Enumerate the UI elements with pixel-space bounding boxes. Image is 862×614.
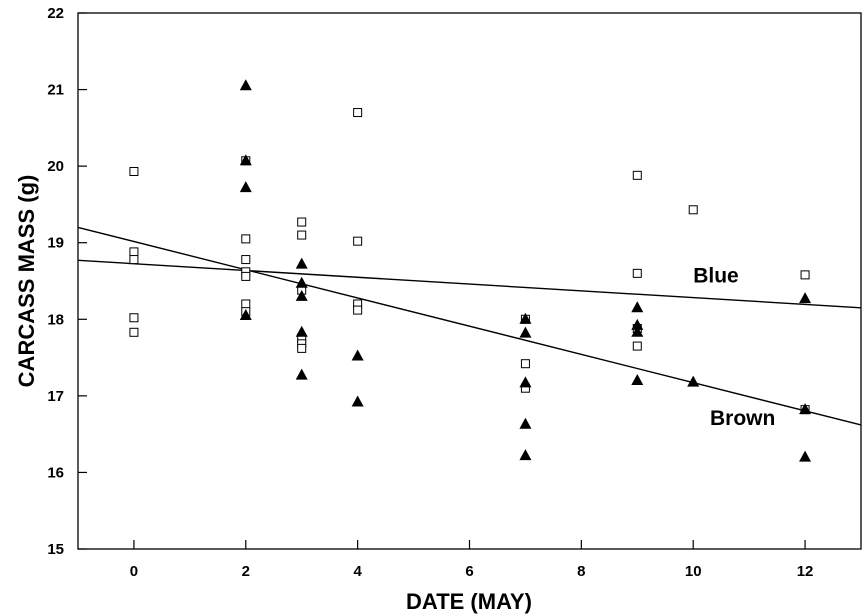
point-blue-square — [353, 305, 363, 315]
x-tick-label: 6 — [465, 563, 473, 580]
point-brown-triangle — [351, 395, 364, 407]
point-brown-triangle — [631, 325, 644, 337]
x-tick-label: 8 — [577, 563, 585, 580]
plot-area-frame — [77, 12, 862, 550]
point-brown-triangle — [295, 325, 308, 337]
y-tick-label: 17 — [47, 388, 64, 405]
point-brown-triangle — [799, 450, 812, 462]
point-blue-square — [632, 170, 642, 180]
line-labels: Blue Brown — [693, 265, 775, 430]
point-brown-triangle — [519, 326, 532, 338]
y-axis-title: CARCASS MASS (g) — [14, 175, 39, 388]
data-points — [129, 79, 812, 462]
x-tick-label: 12 — [797, 563, 814, 580]
x-tick-label: 2 — [242, 563, 250, 580]
point-blue-square — [241, 271, 251, 281]
y-tick-label: 16 — [47, 464, 64, 481]
point-blue-square — [297, 230, 307, 240]
x-tick-label: 10 — [685, 563, 702, 580]
point-brown-triangle — [519, 376, 532, 388]
line-label-blue: Blue — [693, 265, 739, 288]
point-blue-square — [297, 343, 307, 353]
point-brown-triangle — [631, 374, 644, 386]
point-brown-triangle — [799, 292, 812, 304]
point-blue-square — [129, 247, 139, 257]
regression-line-blue — [77, 259, 862, 309]
point-brown-triangle — [295, 368, 308, 380]
point-brown-triangle — [519, 417, 532, 429]
point-blue-square — [632, 341, 642, 351]
point-brown-triangle — [239, 308, 252, 320]
point-blue-square — [353, 236, 363, 246]
point-blue-square — [353, 108, 363, 118]
point-brown-triangle — [351, 349, 364, 361]
y-tick-label: 22 — [47, 5, 64, 22]
x-axis-title: DATE (MAY) — [406, 589, 532, 614]
point-brown-triangle — [295, 289, 308, 301]
y-axis-ticks: 15 16 17 18 19 20 21 22 — [47, 5, 87, 558]
y-tick-label: 21 — [47, 82, 64, 99]
point-brown-triangle — [239, 154, 252, 166]
y-tick-label: 18 — [47, 311, 64, 328]
point-brown-triangle — [799, 403, 812, 415]
regression-lines — [77, 226, 862, 426]
y-tick-label: 19 — [47, 235, 64, 252]
y-tick-label: 15 — [47, 541, 64, 558]
point-blue-square — [241, 234, 251, 244]
point-blue-square — [129, 313, 139, 323]
point-blue-square — [241, 299, 251, 309]
regression-line-brown — [77, 226, 862, 426]
point-brown-triangle — [295, 276, 308, 288]
point-blue-square — [688, 205, 698, 215]
point-brown-triangle — [239, 79, 252, 91]
x-axis-ticks: 0 2 4 6 8 10 12 — [130, 540, 814, 580]
point-blue-square — [297, 217, 307, 227]
point-brown-triangle — [519, 312, 532, 324]
point-blue-square — [129, 327, 139, 337]
point-blue-square — [241, 255, 251, 265]
point-brown-triangle — [295, 257, 308, 269]
point-brown-triangle — [519, 449, 532, 461]
point-brown-triangle — [631, 301, 644, 313]
line-label-brown: Brown — [710, 407, 775, 430]
point-brown-triangle — [239, 181, 252, 193]
point-blue-square — [632, 268, 642, 278]
point-blue-square — [520, 359, 530, 369]
point-blue-square — [129, 255, 139, 265]
x-tick-label: 4 — [353, 563, 362, 580]
point-brown-triangle — [687, 375, 700, 387]
point-blue-square — [129, 167, 139, 177]
x-tick-label: 0 — [130, 563, 138, 580]
y-tick-label: 20 — [47, 158, 64, 175]
point-blue-square — [800, 270, 810, 280]
point-brown-triangle — [631, 318, 644, 330]
